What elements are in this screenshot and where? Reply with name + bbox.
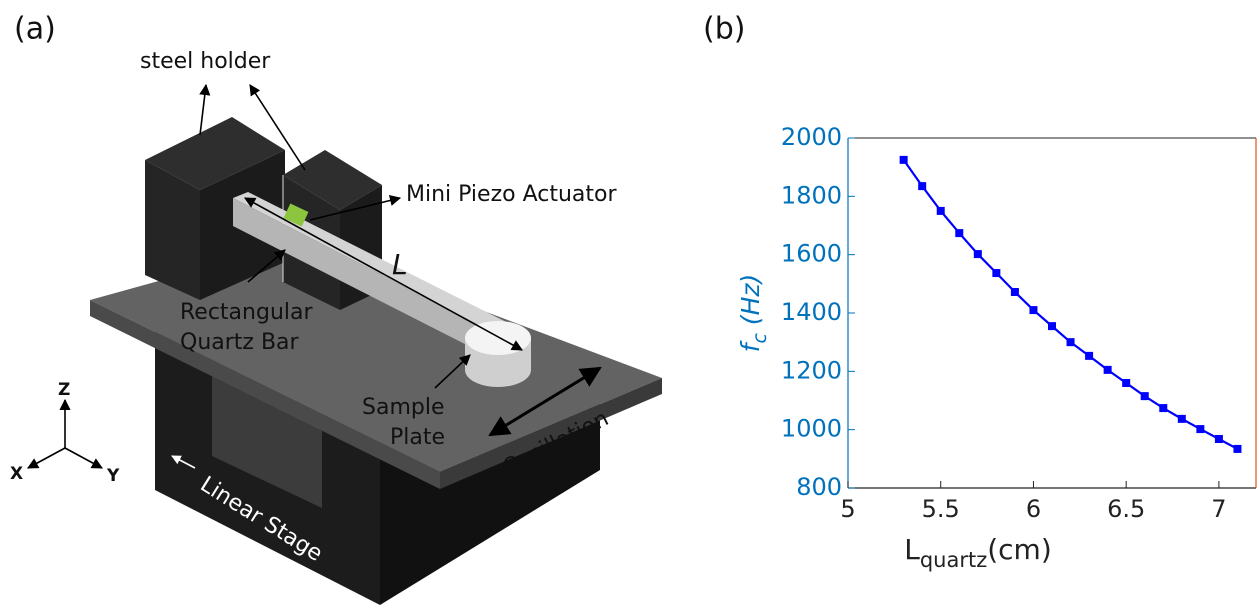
point: [1011, 288, 1019, 296]
point: [1085, 352, 1093, 360]
label: steel holder: [140, 49, 271, 74]
point: [1196, 425, 1204, 433]
y-tick-label: 800: [796, 473, 842, 501]
y-tick-label: 1400: [781, 298, 842, 326]
point: [955, 229, 963, 237]
point: [1067, 338, 1075, 346]
chart: Lquartz(cm) fc (Hz) 800 1000 1200 1400 1600 1…: [736, 123, 1256, 572]
point: [937, 207, 945, 215]
point: [918, 182, 926, 190]
y-tick-label: 1000: [781, 415, 842, 443]
point: [1159, 404, 1167, 412]
label: Quartz Bar: [180, 330, 300, 355]
point: [974, 250, 982, 258]
x-tick-label: 6.5: [1107, 495, 1145, 523]
axis-letter: Z: [58, 380, 70, 400]
point: [1122, 379, 1130, 387]
point: [1233, 445, 1241, 453]
label-part: L: [904, 533, 920, 566]
label: Rectangular: [180, 300, 313, 325]
label-part: quartz: [920, 548, 987, 572]
series-line: [904, 160, 1238, 449]
point: [1029, 306, 1037, 314]
point: [1178, 415, 1186, 423]
panel-label: (a): [14, 12, 56, 47]
x-axis-label: Lquartz(cm): [904, 533, 1052, 572]
point: [1048, 322, 1056, 330]
label-part: c: [749, 333, 771, 344]
point: [1104, 366, 1112, 374]
panel-label: (b): [703, 12, 745, 47]
point: [1215, 435, 1223, 443]
axis-letter: Y: [106, 466, 120, 486]
x-tick-label: 5.5: [922, 495, 960, 523]
x-tick-label: 5: [840, 495, 855, 523]
label: Mini Piezo Actuator: [406, 182, 617, 207]
point: [900, 156, 908, 164]
y-axis-label: fc (Hz): [736, 274, 771, 353]
point: [992, 269, 1000, 277]
y-tick-label: 1800: [781, 181, 842, 209]
x-tick-label: 7: [1211, 495, 1226, 523]
label: L: [392, 248, 408, 281]
figure: (a) (b) steel holder Mini Piezo Actuator…: [0, 0, 1258, 606]
point: [1141, 392, 1149, 400]
x-tick-label: 6: [1026, 495, 1041, 523]
label: Plate: [390, 425, 445, 450]
y-tick-label: 1600: [781, 240, 842, 268]
page: {"panels": {"a": "(a)", "b": "(b)"}, "di…: [0, 0, 1258, 606]
axis-letter: X: [10, 464, 23, 484]
y-tick-label: 1200: [781, 356, 842, 384]
label-part: (cm): [987, 533, 1052, 566]
y-tick-label: 2000: [781, 123, 842, 151]
label-part: (Hz): [736, 274, 765, 333]
label: Sample: [362, 395, 445, 420]
diagram: (a) (b) steel holder Mini Piezo Actuator…: [10, 12, 745, 606]
